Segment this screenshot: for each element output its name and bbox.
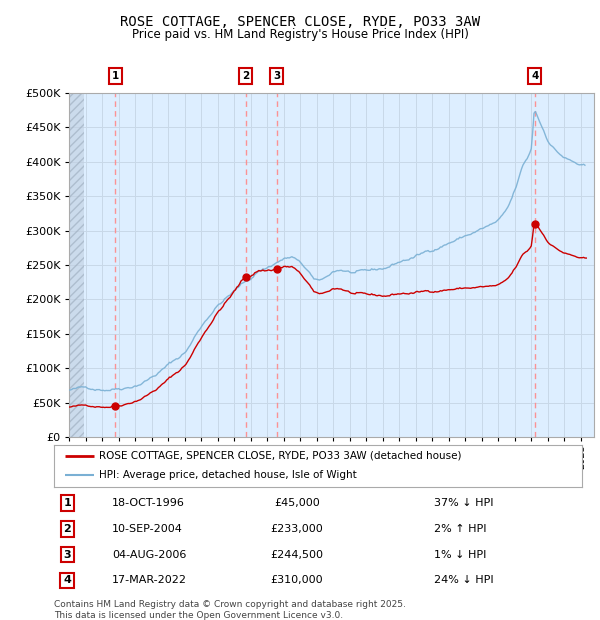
Text: 04-AUG-2006: 04-AUG-2006 xyxy=(112,549,187,560)
Text: ROSE COTTAGE, SPENCER CLOSE, RYDE, PO33 3AW: ROSE COTTAGE, SPENCER CLOSE, RYDE, PO33 … xyxy=(120,16,480,30)
Text: 3: 3 xyxy=(64,549,71,560)
Text: 17-MAR-2022: 17-MAR-2022 xyxy=(112,575,187,585)
Text: ROSE COTTAGE, SPENCER CLOSE, RYDE, PO33 3AW (detached house): ROSE COTTAGE, SPENCER CLOSE, RYDE, PO33 … xyxy=(99,451,461,461)
Text: 2: 2 xyxy=(64,524,71,534)
Text: 37% ↓ HPI: 37% ↓ HPI xyxy=(434,498,494,508)
Text: 2% ↑ HPI: 2% ↑ HPI xyxy=(434,524,487,534)
Text: 4: 4 xyxy=(63,575,71,585)
Text: £244,500: £244,500 xyxy=(271,549,323,560)
Text: £310,000: £310,000 xyxy=(271,575,323,585)
Text: £233,000: £233,000 xyxy=(271,524,323,534)
Text: Price paid vs. HM Land Registry's House Price Index (HPI): Price paid vs. HM Land Registry's House … xyxy=(131,28,469,41)
Text: 10-SEP-2004: 10-SEP-2004 xyxy=(112,524,183,534)
Text: 1: 1 xyxy=(64,498,71,508)
Text: 4: 4 xyxy=(531,71,538,81)
Text: Contains HM Land Registry data © Crown copyright and database right 2025.
This d: Contains HM Land Registry data © Crown c… xyxy=(54,600,406,619)
Text: HPI: Average price, detached house, Isle of Wight: HPI: Average price, detached house, Isle… xyxy=(99,471,356,480)
Text: £45,000: £45,000 xyxy=(274,498,320,508)
Text: 3: 3 xyxy=(273,71,280,81)
Text: 1% ↓ HPI: 1% ↓ HPI xyxy=(434,549,487,560)
Text: 18-OCT-1996: 18-OCT-1996 xyxy=(112,498,185,508)
Text: 1: 1 xyxy=(112,71,119,81)
Text: 2: 2 xyxy=(242,71,249,81)
Text: 24% ↓ HPI: 24% ↓ HPI xyxy=(434,575,494,585)
